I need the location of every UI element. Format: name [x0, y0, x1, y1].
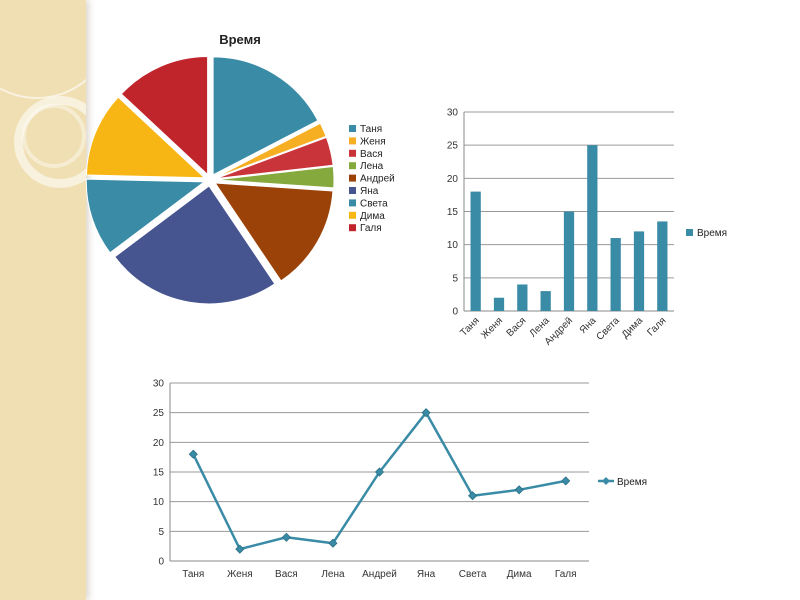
decorative-side-panel [0, 0, 86, 600]
pie-legend-label: Галя [360, 223, 382, 234]
line-marker [188, 449, 198, 459]
bar [493, 297, 505, 311]
bar [470, 191, 481, 311]
y-tick-label: 25 [447, 141, 459, 152]
line-marker [514, 485, 524, 495]
y-tick-label: 30 [447, 108, 459, 119]
line-marker [374, 467, 385, 477]
line-marker [328, 538, 338, 548]
pie-slice [212, 56, 319, 176]
line-legend-marker [602, 477, 610, 485]
pie-legend-swatch [349, 125, 356, 132]
y-tick-label: 10 [447, 240, 459, 251]
y-tick-label: 15 [153, 468, 165, 479]
x-tick-label: Дима [620, 315, 646, 341]
bar-chart-bars [470, 145, 668, 311]
bar-legend-swatch [686, 229, 693, 236]
y-tick-label: 0 [452, 307, 458, 318]
x-tick-label: Галя [645, 315, 668, 338]
y-tick-label: 25 [153, 408, 165, 419]
bar [540, 291, 551, 311]
pie-legend-swatch [349, 149, 356, 157]
x-tick-label: Галя [555, 569, 577, 580]
decorative-ring [14, 96, 86, 188]
bar-chart-y-tick-labels: 0 5 10 15 20 25 30 [447, 108, 459, 318]
line-chart: 0 5 10 15 20 25 30 Таня Женя Вася Лена Андрей Яна Св… [153, 379, 647, 581]
pie-legend-swatch [349, 187, 356, 194]
pie-slice [114, 185, 276, 305]
x-tick-label: Таня [458, 315, 481, 338]
line-marker [281, 532, 291, 542]
bar [587, 145, 598, 311]
pie-legend-swatch [349, 199, 356, 207]
pie-slice [85, 96, 206, 179]
decorative-ring [22, 104, 86, 168]
x-tick-label: Яна [417, 569, 436, 580]
x-tick-label: Андрей [362, 569, 397, 580]
line-marker [235, 544, 245, 554]
pie-slice [215, 122, 327, 179]
y-tick-label: 20 [153, 438, 165, 449]
x-tick-label: Дима [507, 569, 532, 580]
pie-legend-label: Дима [360, 211, 385, 222]
x-tick-label: Женя [227, 569, 253, 580]
bar-legend-label: Время [697, 228, 727, 239]
bar [657, 221, 668, 311]
pie-slice [85, 178, 206, 254]
pie-legend-label: Лена [360, 161, 384, 172]
pie-legend-swatch [349, 174, 356, 182]
pie-slice [120, 55, 209, 176]
y-tick-label: 5 [452, 273, 458, 284]
x-tick-label: Света [594, 315, 622, 343]
pie-slice [215, 165, 335, 189]
x-tick-label: Вася [505, 315, 529, 339]
pie-legend-swatch [349, 224, 356, 232]
bar [633, 231, 645, 311]
pie-legend-label: Женя [360, 136, 386, 147]
x-tick-label: Лена [321, 569, 345, 580]
line-marker [421, 408, 431, 418]
line-chart-x-tick-labels: Таня Женя Вася Лена Андрей Яна Света Дима Галя [182, 569, 576, 580]
line-chart-y-tick-labels: 0 5 10 15 20 25 30 [153, 379, 165, 568]
pie-legend-swatch [349, 137, 356, 145]
pie-legend-label: Таня [360, 124, 382, 135]
line-series-path [192, 411, 566, 551]
pie-chart-title: Время [219, 32, 261, 47]
x-tick-label: Света [459, 569, 487, 580]
y-tick-label: 30 [153, 379, 165, 390]
pie-slice [215, 136, 334, 180]
bar-chart-legend: Время [686, 228, 727, 239]
x-tick-label: Таня [182, 569, 204, 580]
y-tick-label: 20 [447, 174, 459, 185]
pie-legend-label: Света [360, 198, 388, 209]
pie-legend-label: Вася [360, 149, 383, 160]
bar [610, 238, 621, 311]
pie-legend-label: Андрей [360, 174, 395, 185]
line-legend-label: Время [617, 477, 647, 488]
line-marker [468, 491, 478, 501]
line-marker [561, 476, 571, 486]
line-chart-series [188, 408, 571, 554]
pie-legend-swatch [349, 211, 356, 219]
line-chart-legend: Время [598, 477, 647, 488]
pie-slices [85, 55, 335, 305]
bar [517, 284, 528, 311]
pie-legend-label: Яна [360, 186, 379, 197]
y-tick-label: 0 [158, 557, 164, 568]
bar [563, 211, 575, 311]
y-tick-label: 15 [447, 207, 459, 218]
pie-legend-swatch [349, 162, 356, 170]
y-tick-label: 5 [158, 527, 164, 538]
x-tick-label: Женя [479, 315, 505, 341]
pie-slice [214, 182, 334, 282]
x-tick-label: Вася [275, 569, 298, 580]
y-tick-label: 10 [153, 497, 165, 508]
